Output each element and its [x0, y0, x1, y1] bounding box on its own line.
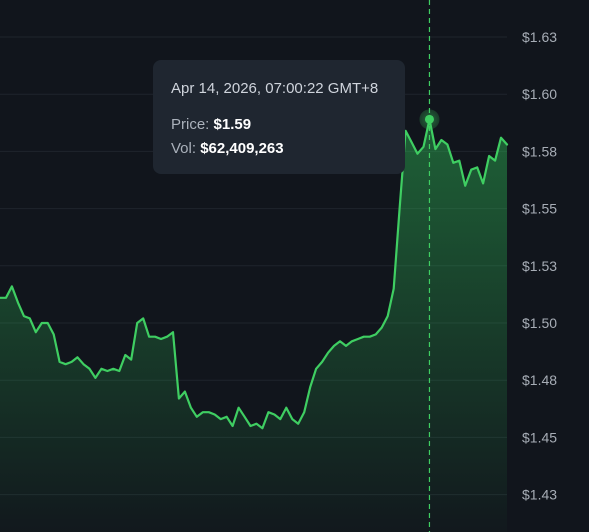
tooltip-price-value: $1.59 — [213, 116, 252, 133]
y-tick-label: $1.53 — [522, 258, 557, 274]
hover-point[interactable] — [424, 114, 434, 124]
price-area-fill — [0, 119, 507, 532]
y-axis: $1.63 $1.60 $1.58 $1.55 $1.53 $1.50 $1.48 $1.45… — [522, 29, 557, 503]
y-tick-label: $1.48 — [522, 372, 557, 388]
tooltip-volume-label: Vol: — [171, 140, 197, 157]
y-tick-label: $1.45 — [522, 429, 557, 445]
tooltip-volume-value: $62,409,263 — [200, 140, 284, 157]
y-tick-label: $1.50 — [522, 315, 557, 331]
y-tick-label: $1.58 — [522, 143, 557, 159]
y-tick-label: $1.60 — [522, 86, 557, 102]
y-tick-label: $1.55 — [522, 201, 557, 217]
y-tick-label: $1.43 — [522, 487, 557, 503]
price-line — [0, 118, 509, 430]
tooltip-volume-row: Vol: $62,409,263 — [171, 140, 387, 157]
tooltip-price-row: Price: $1.59 — [171, 116, 387, 133]
tooltip-price-label: Price: — [171, 116, 210, 133]
y-tick-label: $1.63 — [522, 29, 557, 45]
price-tooltip: Apr 14, 2026, 07:00:22 GMT+8 Price: $1.5… — [153, 60, 405, 174]
tooltip-date: Apr 14, 2026, 07:00:22 GMT+8 — [171, 80, 379, 97]
